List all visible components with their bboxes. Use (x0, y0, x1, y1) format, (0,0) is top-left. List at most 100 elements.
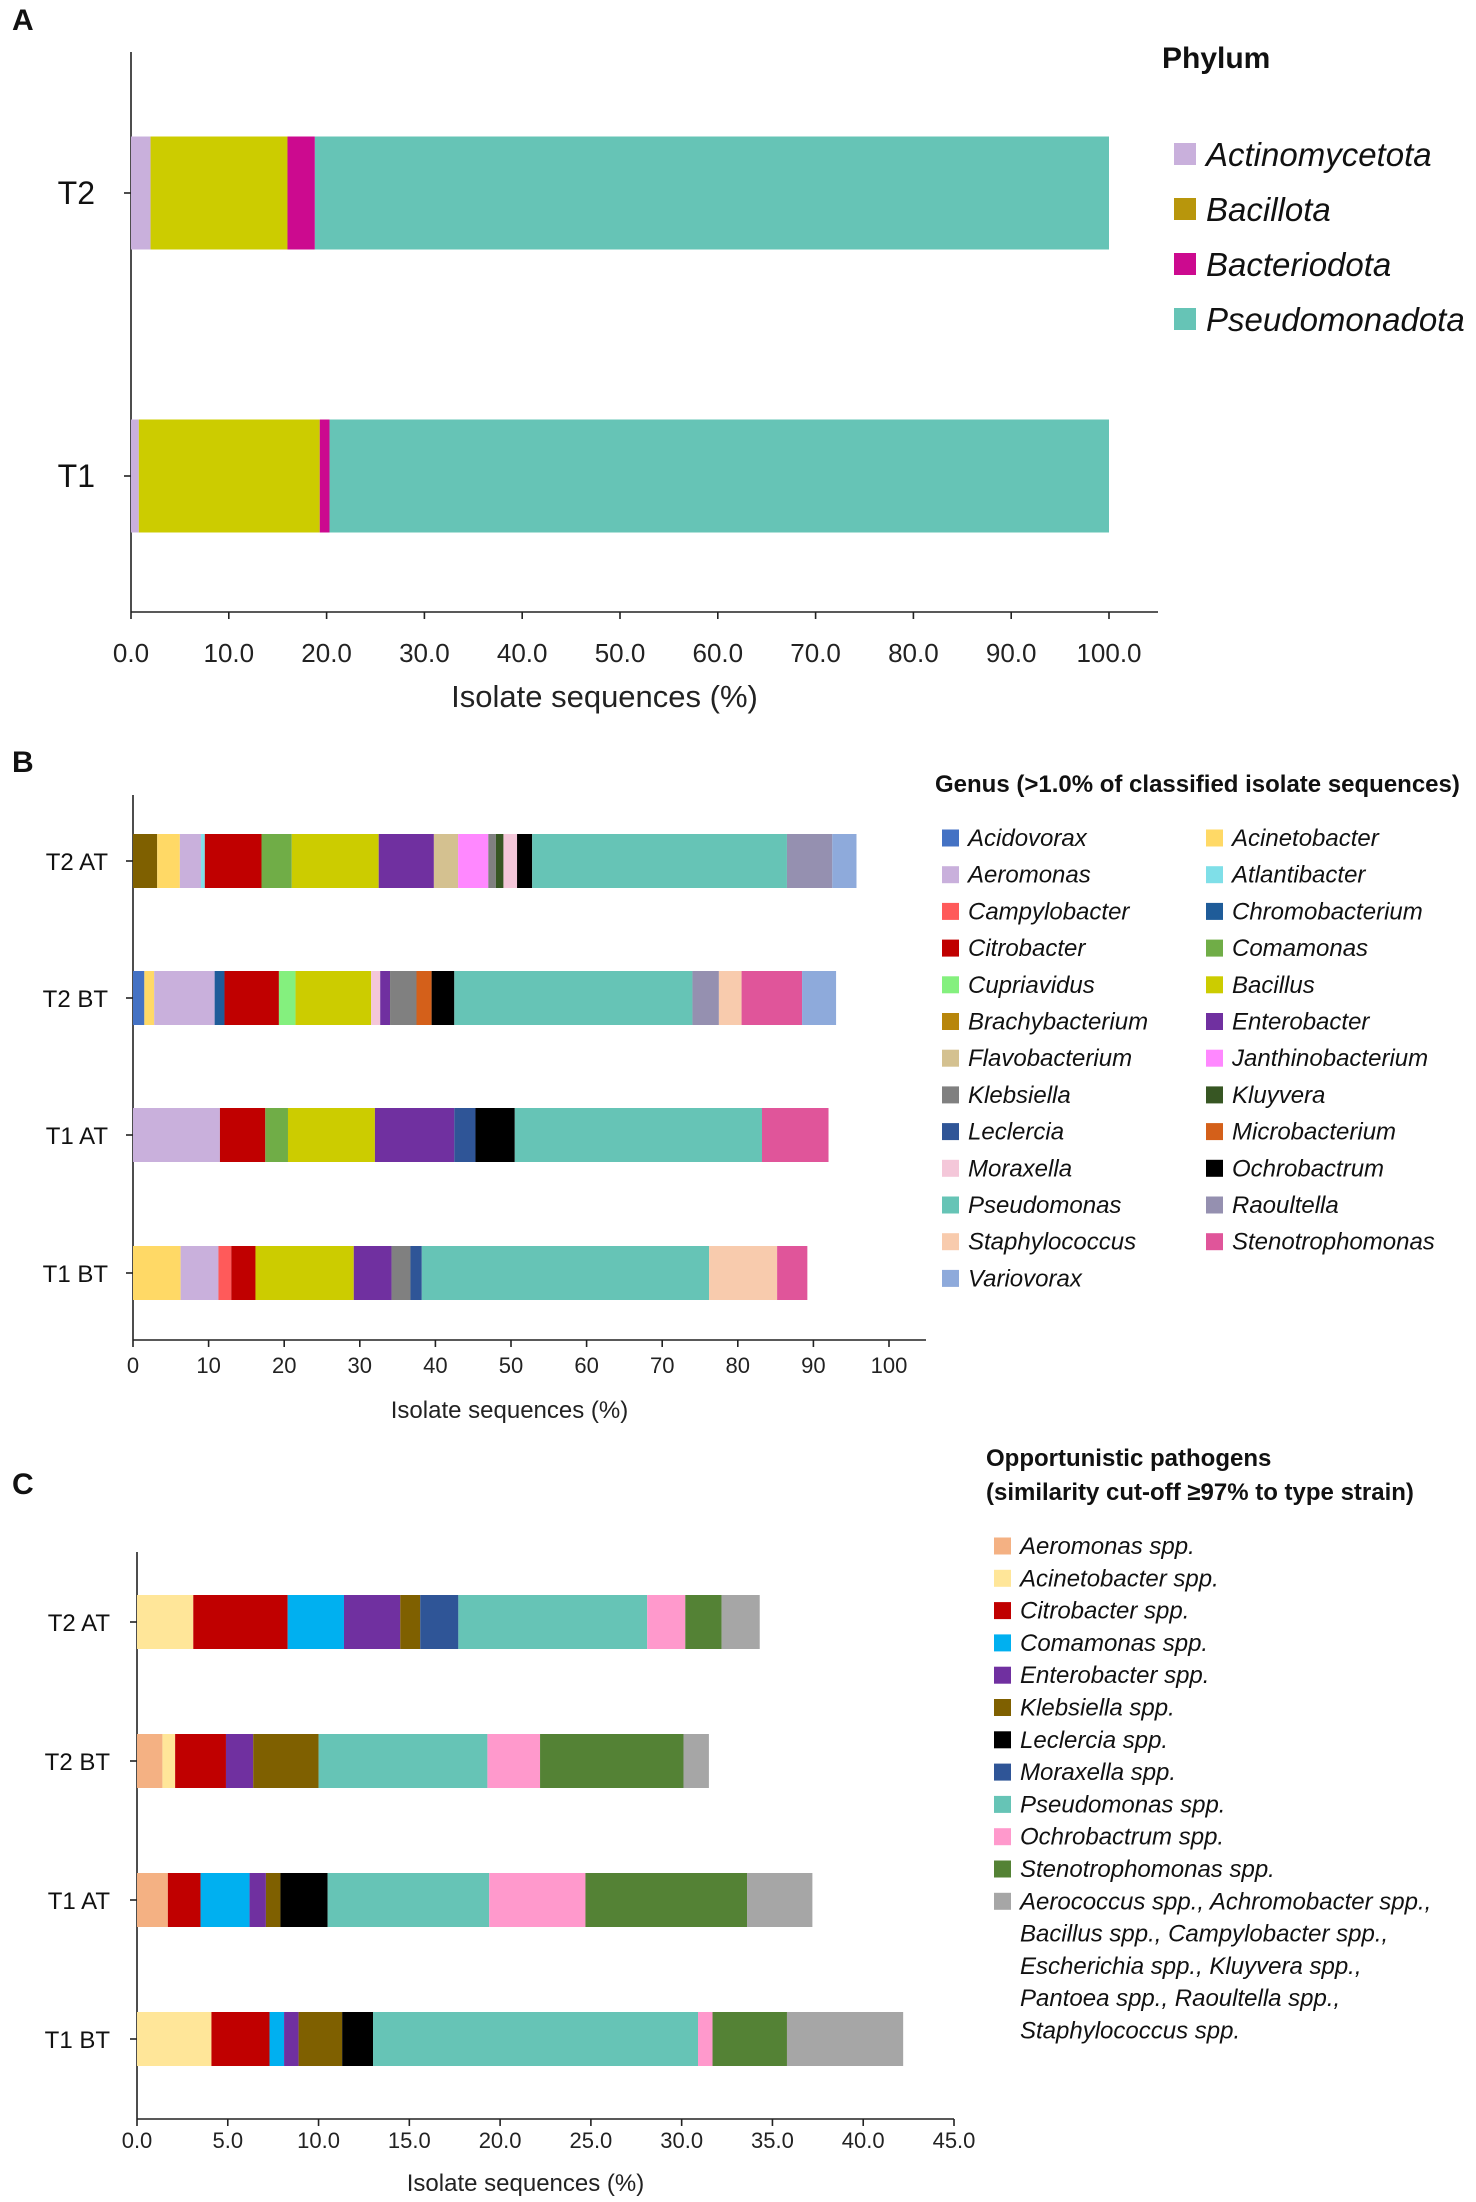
bar-t2-bt-chromobacterium (214, 971, 225, 1025)
bar-t1-bt-klebsiella (391, 1246, 411, 1300)
legend-label-moraxella-spp: Moraxella spp. (1020, 1759, 1176, 1786)
category-label-t1-at: T1 AT (48, 1888, 111, 1915)
bar-t2-at-citrobacter-spp (193, 1595, 288, 1649)
x-tick-label: 40.0 (497, 638, 548, 668)
bar-t2-bt-acinetobacter-spp (162, 1734, 176, 1788)
x-tick-label: 40.0 (842, 2128, 885, 2153)
bar-t2-bt-bacillus (295, 971, 372, 1025)
bar-t1-bt-enterobacter-spp (284, 2012, 299, 2066)
legend-swatch (994, 1634, 1011, 1652)
bar-t1-bt-pseudomonas-spp (373, 2012, 699, 2066)
legend-label-bacillota: Bacillota (1206, 191, 1331, 228)
x-axis-label: Isolate sequences (%) (391, 1397, 628, 1424)
x-tick-label: 0 (127, 1353, 139, 1378)
bar-t2-bt-variovorax (802, 971, 837, 1025)
bar-t2-at-raoultella (786, 834, 833, 888)
legend-swatch (1206, 1086, 1223, 1104)
legend-label-continuation: Escherichia spp., Kluyvera spp., (1020, 1953, 1362, 1980)
legend-label-kluyvera: Kluyvera (1232, 1082, 1325, 1109)
legend-label-chromobacterium: Chromobacterium (1232, 898, 1423, 925)
bar-t2-bt-pseudomonas (454, 971, 693, 1025)
x-tick-label: 100 (871, 1353, 908, 1378)
legend-swatch (1174, 253, 1196, 275)
bar-t2-at-comamonas (261, 834, 292, 888)
bar-t2-bt-citrobacter-spp (175, 1734, 226, 1788)
bar-t2-at-pseudomonas-spp (458, 1595, 648, 1649)
bar-t1-at-aeromonas (133, 1108, 220, 1162)
bar-t1-at-enterobacter-spp (249, 1873, 266, 1927)
legend-swatch (1174, 198, 1196, 220)
x-tick-label: 20.0 (301, 638, 352, 668)
legend-label-flavobacterium: Flavobacterium (968, 1045, 1132, 1072)
x-tick-label: 100.0 (1076, 638, 1141, 668)
legend-swatch (942, 976, 959, 994)
panel-letter: C (12, 1468, 34, 1501)
legend-swatch (994, 1731, 1011, 1749)
bar-t2-bt-microbacterium (416, 971, 432, 1025)
legend-label-continuation: Pantoea spp., Raoultella spp., (1020, 1985, 1340, 2012)
legend-label-comamonas-spp: Comamonas spp. (1020, 1630, 1208, 1657)
legend-swatch (1206, 976, 1223, 994)
bar-t1-at-other (747, 1873, 813, 1927)
bar-t1-bt-aeromonas (180, 1246, 219, 1300)
bar-t1-at-aeromonas-spp (137, 1873, 168, 1927)
legend-label-aeromonas: Aeromonas (966, 862, 1091, 889)
x-tick-label: 50.0 (595, 638, 646, 668)
legend-label-bacteriodota: Bacteriodota (1206, 246, 1391, 283)
x-tick-label: 0.0 (113, 638, 149, 668)
bar-t2-bt-klebsiella (390, 971, 417, 1025)
legend-swatch (1206, 1159, 1223, 1177)
x-tick-label: 0.0 (122, 2128, 153, 2153)
bar-t1-at-klebsiella-spp (265, 1873, 281, 1927)
bar-t2-at-comamonas-spp (287, 1595, 344, 1649)
legend-label-pseudomonas-spp: Pseudomonas spp. (1020, 1791, 1225, 1818)
bar-t2-at-flavobacterium (433, 834, 459, 888)
panel-a: A T2 T1 0.0 10.0 20.0 30.0 40.0 50.0 60.0 70.0 80.0… (12, 4, 1465, 714)
bar-t2-bt-pseudomonas-spp (318, 1734, 488, 1788)
legend-swatch (994, 1699, 1011, 1716)
legend-swatch (994, 1828, 1011, 1846)
legend-swatch (1206, 829, 1223, 847)
bar-t2-at-other (721, 1595, 760, 1649)
bar-t2-pseudomonadota (314, 136, 1109, 250)
x-tick-label: 20.0 (479, 2128, 522, 2153)
bar-t1-at-enterobacter (374, 1108, 455, 1162)
legend-label-staphylococcus: Staphylococcus (968, 1229, 1136, 1256)
legend-label-citrobacter: Citrobacter (968, 935, 1086, 962)
legend-label-ochrobactrum-spp: Ochrobactrum spp. (1020, 1824, 1224, 1851)
x-tick-label: 10 (196, 1353, 220, 1378)
x-tick-label: 90.0 (986, 638, 1037, 668)
legend-label-bacillus: Bacillus (1232, 972, 1315, 999)
x-tick-label: 5.0 (212, 2128, 243, 2153)
legend-label-enterobacter: Enterobacter (1232, 1009, 1370, 1036)
legend-swatch (1174, 143, 1196, 165)
legend-label-continuation: Staphylococcus spp. (1020, 2018, 1240, 2045)
legend-label-leclercia-spp: Leclercia spp. (1020, 1727, 1168, 1754)
x-tick-label: 30.0 (399, 638, 450, 668)
legend-swatch (942, 1233, 959, 1251)
bar-t1-bt-bacillus (255, 1246, 354, 1300)
bar-t2-at-enterobacter-spp (343, 1595, 401, 1649)
legend-label-stenotrophomonas-spp: Stenotrophomonas spp. (1020, 1856, 1275, 1883)
legend-label-moraxella: Moraxella (968, 1155, 1072, 1182)
bar-t2-at-acinetobacter (157, 834, 180, 888)
legend-swatch (942, 1196, 959, 1214)
legend-label-cupriavidus: Cupriavidus (968, 972, 1095, 999)
x-tick-label: 40 (423, 1353, 447, 1378)
bar-t2-at-bacillus (291, 834, 379, 888)
legend-label-actinomycetota: Actinomycetota (1204, 136, 1432, 173)
legend-label-aeromonas-spp: Aeromonas spp. (1018, 1533, 1195, 1560)
bar-t2-bt-aeromonas-spp (137, 1734, 163, 1788)
bar-t1-bt-campylobacter (218, 1246, 232, 1300)
legend-label-klebsiella: Klebsiella (968, 1082, 1071, 1109)
bar-t1-bt-citrobacter (231, 1246, 256, 1300)
bar-t2-at-atlantibacter (201, 834, 205, 888)
bar-t2-bacteriodota (287, 136, 315, 250)
bar-t2-at-klebsiella (488, 834, 496, 888)
legend-swatch (994, 1666, 1011, 1684)
bar-t2-bt-enterobacter-spp (225, 1734, 254, 1788)
legend-swatch (942, 866, 959, 884)
x-tick-label: 15.0 (388, 2128, 431, 2153)
legend-label-stenotrophomonas: Stenotrophomonas (1232, 1229, 1435, 1256)
bar-t1-at-ochrobactrum (475, 1108, 515, 1162)
